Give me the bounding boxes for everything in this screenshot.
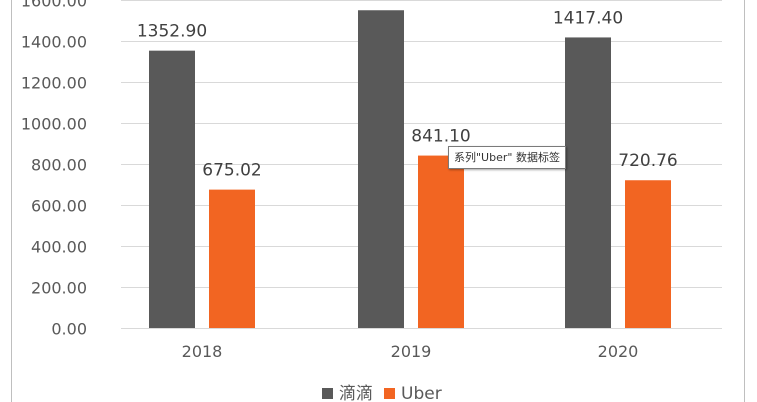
legend[interactable]: 滴滴 Uber <box>322 384 442 402</box>
legend-swatch-滴滴[interactable] <box>322 388 333 399</box>
bars[interactable] <box>149 10 671 329</box>
y-tick-label-200: 200.00 <box>31 279 87 298</box>
data-labels[interactable]: 1352.90 675.02 841.10 1417.40 720.76 <box>137 8 678 180</box>
bar-Uber-2020[interactable] <box>625 180 671 328</box>
bar-Uber-2019[interactable] <box>418 155 464 328</box>
y-tick-label-600: 600.00 <box>31 197 87 216</box>
y-tick-label-800: 800.00 <box>31 156 87 175</box>
y-tick-label-0: 0.00 <box>51 320 87 339</box>
chart-frame <box>11 0 745 402</box>
x-tick-label-2019: 2019 <box>391 342 432 361</box>
y-tick-label-1400: 1400.00 <box>21 33 87 52</box>
bar-滴滴-2018[interactable] <box>149 50 195 329</box>
data-label-tooltip: 系列"Uber" 数据标签 <box>448 146 566 169</box>
x-tick-label-2018: 2018 <box>182 342 223 361</box>
x-tick-label-2020: 2020 <box>598 342 639 361</box>
bar-Uber-2018[interactable] <box>209 189 255 328</box>
data-label-Uber-2018[interactable]: 675.02 <box>202 161 261 181</box>
legend-label-滴滴[interactable]: 滴滴 <box>339 384 373 402</box>
y-tick-label-1000: 1000.00 <box>21 115 87 134</box>
bar-滴滴-2020[interactable] <box>565 37 611 329</box>
x-axis-tick-labels: 2018 2019 2020 <box>182 342 639 361</box>
legend-swatch-Uber[interactable] <box>384 388 395 399</box>
legend-label-Uber[interactable]: Uber <box>401 384 442 402</box>
data-label-滴滴-2020[interactable]: 1417.40 <box>553 8 623 28</box>
bar-滴滴-2019[interactable] <box>358 10 404 328</box>
y-axis-tick-labels: 0.00 200.00 400.00 600.00 800.00 1000.00 1200.… <box>21 0 87 339</box>
data-label-Uber-2019[interactable]: 841.10 <box>411 127 470 147</box>
data-label-Uber-2020[interactable]: 720.76 <box>618 151 677 171</box>
y-tick-label-400: 400.00 <box>31 238 87 257</box>
y-tick-label-1200: 1200.00 <box>21 74 87 93</box>
y-tick-label-1600: 1600.00 <box>21 0 87 11</box>
data-label-滴滴-2018[interactable]: 1352.90 <box>137 22 207 42</box>
